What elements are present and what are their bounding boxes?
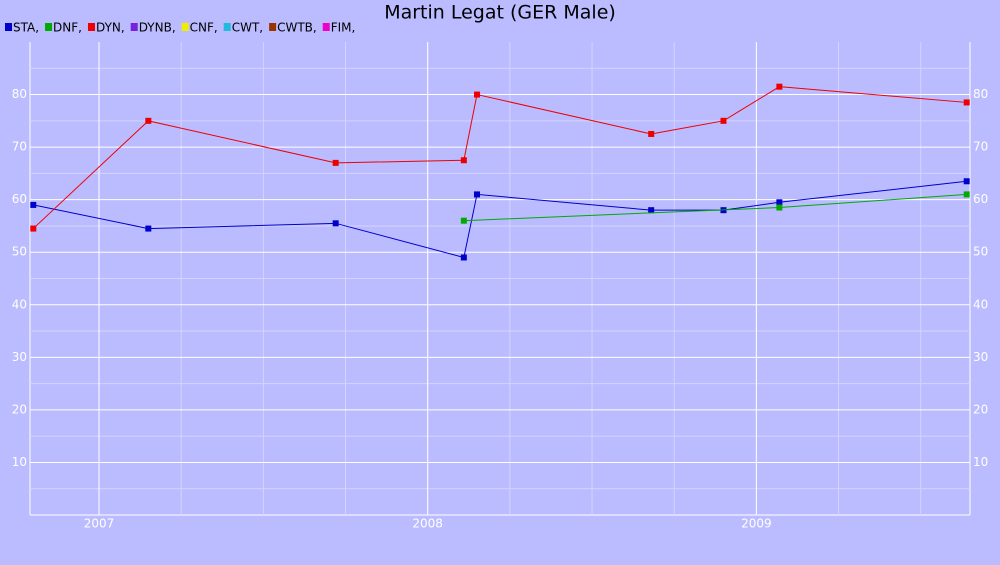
point-marker: [776, 199, 783, 206]
point-marker: [963, 191, 970, 198]
point-marker: [30, 201, 37, 208]
y-tick-label-right: 10: [973, 455, 988, 469]
legend-label: DYN,: [96, 21, 125, 35]
y-tick-label: 70: [12, 140, 27, 154]
point-marker: [473, 191, 480, 198]
point-marker: [145, 117, 152, 124]
y-tick-label: 60: [12, 192, 27, 206]
legend-label: STA,: [13, 21, 39, 35]
y-tick-label-right: 40: [973, 297, 988, 311]
point-marker: [963, 99, 970, 106]
legend-label: DNF,: [53, 21, 82, 35]
point-marker: [332, 159, 339, 166]
y-tick-label-right: 60: [973, 192, 988, 206]
y-tick-label: 40: [12, 297, 27, 311]
legend-label: FIM,: [331, 21, 356, 35]
legend-label: CWTB,: [277, 21, 317, 35]
point-marker: [963, 178, 970, 185]
legend-label: CWT,: [232, 21, 263, 35]
y-tick-label: 20: [12, 402, 27, 416]
legend-swatch: [5, 23, 12, 31]
legend-label: DYNB,: [139, 21, 176, 35]
point-marker: [648, 207, 655, 214]
y-tick-label-right: 80: [973, 87, 988, 101]
point-marker: [720, 117, 727, 124]
point-marker: [332, 220, 339, 227]
legend-swatch: [45, 23, 53, 31]
point-marker: [30, 225, 37, 232]
legend-swatch: [223, 23, 231, 31]
legend-swatch: [181, 23, 189, 31]
x-tick-label: 2009: [741, 517, 772, 531]
y-tick-label: 80: [12, 87, 27, 101]
point-marker: [776, 204, 783, 211]
point-marker: [776, 83, 783, 90]
chart-title: Martin Legat (GER Male): [384, 2, 616, 24]
y-tick-label: 50: [12, 245, 27, 259]
y-tick-label-right: 30: [973, 350, 988, 364]
y-tick-label-right: 50: [973, 245, 988, 259]
point-marker: [145, 225, 152, 232]
y-tick-label-right: 20: [973, 402, 988, 416]
x-tick-label: 2007: [84, 517, 115, 531]
point-marker: [460, 217, 467, 224]
legend-swatch: [130, 23, 138, 31]
y-tick-label: 30: [12, 350, 27, 364]
y-tick-label-right: 70: [973, 140, 988, 154]
legend-swatch: [322, 23, 330, 31]
legend-swatch: [87, 23, 95, 31]
legend-swatch: [269, 23, 277, 31]
point-marker: [473, 91, 480, 98]
point-marker: [460, 254, 467, 261]
x-tick-label: 2008: [412, 517, 443, 531]
point-marker: [460, 157, 467, 164]
legend-label: CNF,: [190, 21, 218, 35]
y-tick-label: 10: [12, 455, 27, 469]
point-marker: [648, 130, 655, 137]
